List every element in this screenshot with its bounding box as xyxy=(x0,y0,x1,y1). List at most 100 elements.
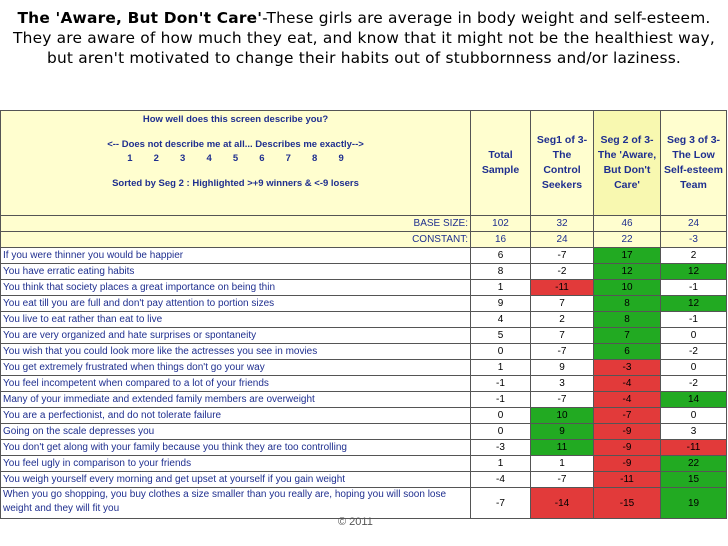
score-cell: -7 xyxy=(530,391,594,408)
statement-text: You live to eat rather than eat to live xyxy=(0,311,471,328)
statement-text: You are a perfectionist, and do not tole… xyxy=(0,407,471,424)
score-cell: 11 xyxy=(530,439,594,456)
copyright-notice: © 2011 xyxy=(338,516,373,528)
score-cell: 0 xyxy=(470,407,531,424)
score-cell: -2 xyxy=(530,263,594,280)
score-cell: -7 xyxy=(530,343,594,360)
base-size-value: 24 xyxy=(660,215,727,232)
table-row: You weigh yourself every morning and get… xyxy=(0,471,727,488)
score-cell: 0 xyxy=(660,359,727,376)
score-cell: 1 xyxy=(530,455,594,472)
score-cell: -9 xyxy=(593,455,661,472)
constant-value: 22 xyxy=(593,231,661,248)
score-cell: 0 xyxy=(660,327,727,344)
score-cell: -4 xyxy=(470,471,531,488)
score-cell: -1 xyxy=(470,375,531,392)
column-header-seg1: Seg1 of 3- The Control Seekers xyxy=(530,110,594,216)
segment-description: -These girls are average in body weight … xyxy=(13,9,715,67)
score-cell: 19 xyxy=(660,487,727,519)
score-cell: -11 xyxy=(593,471,661,488)
constant-row: CONSTANT: 16 24 22 -3 xyxy=(0,231,727,248)
statement-text: You get extremely frustrated when things… xyxy=(0,359,471,376)
score-cell: 8 xyxy=(470,263,531,280)
table-row: You don't get along with your family bec… xyxy=(0,439,727,456)
table-row: You feel incompetent when compared to a … xyxy=(0,375,727,392)
table-row: Going on the scale depresses you 0 9 -9 3 xyxy=(0,423,727,440)
score-cell: 7 xyxy=(593,327,661,344)
results-table: How well does this screen describe you? … xyxy=(0,110,727,519)
statement-text: You feel incompetent when compared to a … xyxy=(0,375,471,392)
header-row: How well does this screen describe you? … xyxy=(0,110,727,216)
score-cell: 8 xyxy=(593,311,661,328)
table-row: You get extremely frustrated when things… xyxy=(0,359,727,376)
table-row: You think that society places a great im… xyxy=(0,279,727,296)
base-size-value: 102 xyxy=(470,215,531,232)
score-cell: -15 xyxy=(593,487,661,519)
table-row: You have erratic eating habits 8 -2 12 12 xyxy=(0,263,727,280)
base-size-value: 32 xyxy=(530,215,594,232)
score-cell: -9 xyxy=(593,439,661,456)
score-cell: 5 xyxy=(470,327,531,344)
table-row: Many of your immediate and extended fami… xyxy=(0,391,727,408)
score-cell: 4 xyxy=(470,311,531,328)
table-row: If you were thinner you would be happier… xyxy=(0,247,727,264)
sort-note: Sorted by Seg 2 : Highlighted >+9 winner… xyxy=(112,178,359,190)
score-cell: 12 xyxy=(660,295,727,312)
table-row: When you go shopping, you buy clothes a … xyxy=(0,487,727,519)
score-cell: -4 xyxy=(593,391,661,408)
score-cell: -9 xyxy=(593,423,661,440)
score-cell: -1 xyxy=(470,391,531,408)
score-cell: -7 xyxy=(530,247,594,264)
statement-text: You weigh yourself every morning and get… xyxy=(0,471,471,488)
score-cell: -7 xyxy=(593,407,661,424)
statement-text: When you go shopping, you buy clothes a … xyxy=(0,487,471,519)
score-cell: 15 xyxy=(660,471,727,488)
score-cell: 1 xyxy=(470,279,531,296)
score-cell: 6 xyxy=(593,343,661,360)
constant-value: -3 xyxy=(660,231,727,248)
column-header-seg2: Seg 2 of 3- The 'Aware, But Don't Care' xyxy=(593,110,661,216)
statement-text: You feel ugly in comparison to your frie… xyxy=(0,455,471,472)
score-cell: 9 xyxy=(530,359,594,376)
score-cell: 2 xyxy=(530,311,594,328)
score-cell: 22 xyxy=(660,455,727,472)
score-cell: 1 xyxy=(470,359,531,376)
score-cell: 0 xyxy=(660,407,727,424)
table-row: You are very organized and hate surprise… xyxy=(0,327,727,344)
statement-text: You don't get along with your family bec… xyxy=(0,439,471,456)
scale-numbers: 1 2 3 4 5 6 7 8 9 xyxy=(127,152,344,164)
score-cell: -2 xyxy=(660,375,727,392)
base-size-row: BASE SIZE: 102 32 46 24 xyxy=(0,215,727,232)
scale-label: <-- Does not describe me at all... Descr… xyxy=(107,139,364,151)
score-cell: 0 xyxy=(470,423,531,440)
table-row: You are a perfectionist, and do not tole… xyxy=(0,407,727,424)
statement-text: You wish that you could look more like t… xyxy=(0,343,471,360)
score-cell: 7 xyxy=(530,295,594,312)
table-row: You eat till you are full and don't pay … xyxy=(0,295,727,312)
score-cell: -1 xyxy=(660,311,727,328)
column-header-total: Total Sample xyxy=(470,110,531,216)
statement-text: You think that society places a great im… xyxy=(0,279,471,296)
score-cell: -11 xyxy=(660,439,727,456)
statement-text: Going on the scale depresses you xyxy=(0,423,471,440)
constant-value: 24 xyxy=(530,231,594,248)
column-header-seg3: Seg 3 of 3- The Low Self-esteem Team xyxy=(660,110,727,216)
score-cell: 6 xyxy=(470,247,531,264)
question-title: How well does this screen describe you? xyxy=(142,114,329,125)
statement-rows: If you were thinner you would be happier… xyxy=(0,247,727,519)
table-row: You feel ugly in comparison to your frie… xyxy=(0,455,727,472)
score-cell: 1 xyxy=(470,455,531,472)
score-cell: 3 xyxy=(530,375,594,392)
score-cell: 7 xyxy=(530,327,594,344)
statement-text: You are very organized and hate surprise… xyxy=(0,327,471,344)
table-row: You wish that you could look more like t… xyxy=(0,343,727,360)
slide-heading: The 'Aware, But Don't Care'-These girls … xyxy=(4,8,724,68)
score-cell: -7 xyxy=(470,487,531,519)
score-cell: 12 xyxy=(593,263,661,280)
score-cell: 9 xyxy=(530,423,594,440)
score-cell: 3 xyxy=(660,423,727,440)
score-cell: 0 xyxy=(470,343,531,360)
score-cell: 14 xyxy=(660,391,727,408)
table-row: You live to eat rather than eat to live 4… xyxy=(0,311,727,328)
